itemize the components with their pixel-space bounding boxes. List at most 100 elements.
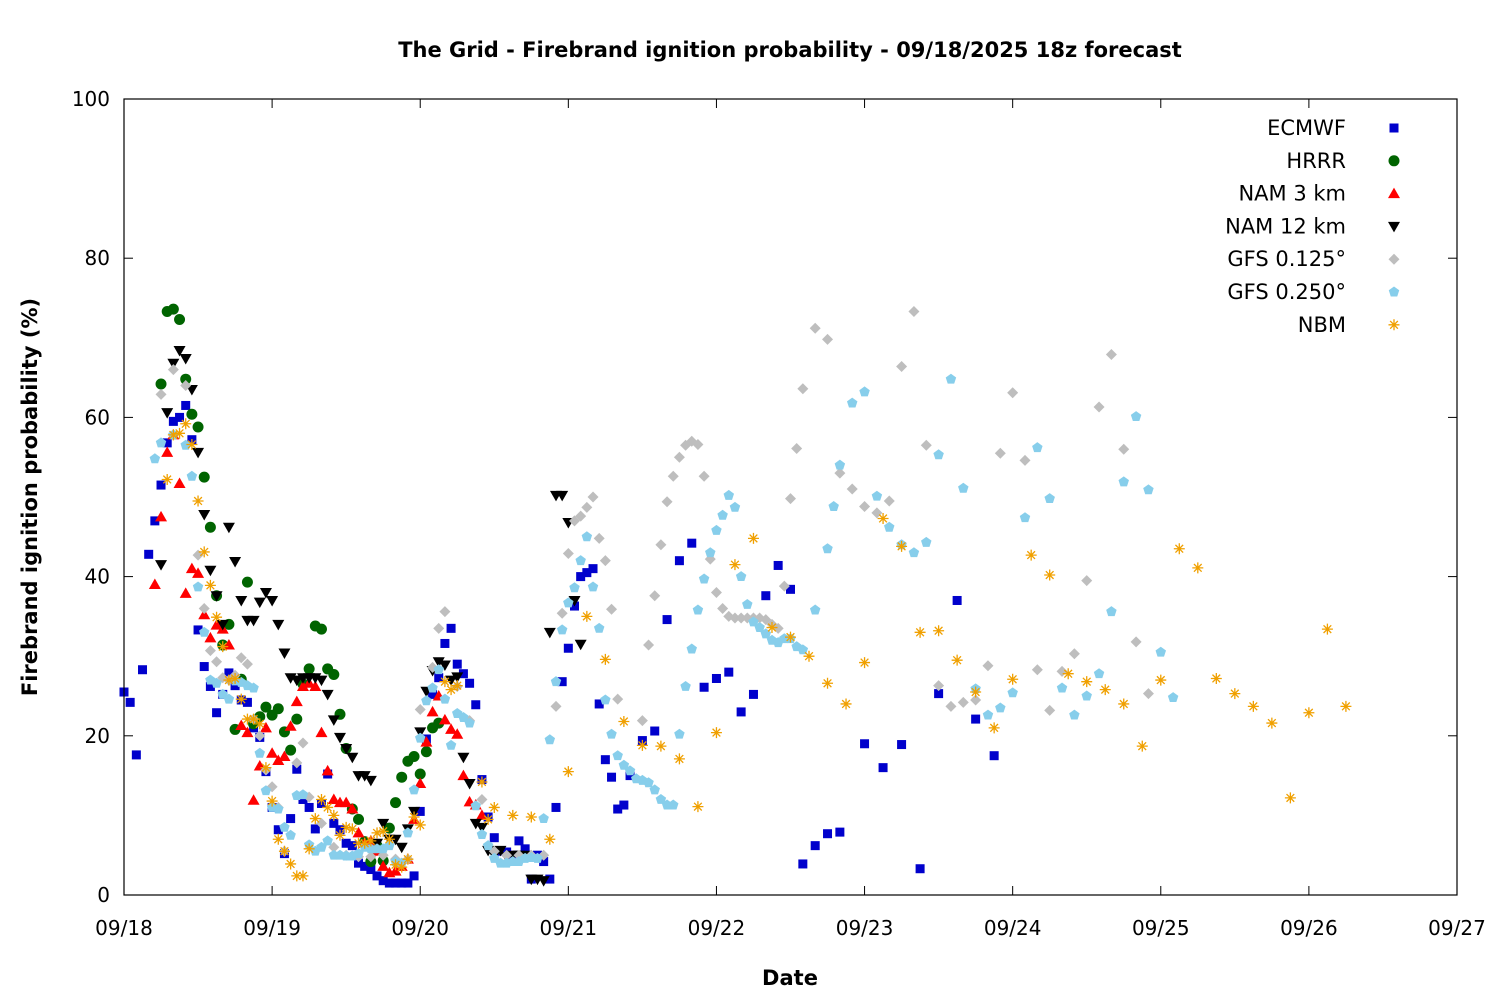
data-point (878, 763, 888, 773)
data-point (389, 834, 402, 846)
data-point (366, 865, 376, 875)
data-point (247, 794, 260, 805)
data-point (372, 871, 382, 881)
data-point (1210, 672, 1222, 684)
data-point (612, 750, 623, 761)
data-point (1118, 476, 1129, 487)
y-tick-label: 20 (85, 724, 110, 748)
data-point (260, 762, 272, 774)
data-point (822, 677, 834, 689)
data-point (599, 555, 611, 567)
data-point (427, 682, 438, 693)
data-point (359, 837, 371, 849)
data-point (149, 453, 161, 464)
data-point (185, 562, 198, 574)
data-point (710, 587, 722, 599)
data-point (309, 813, 321, 825)
data-point (210, 591, 223, 602)
data-point (260, 785, 272, 796)
data-point (445, 723, 458, 734)
data-point (365, 835, 377, 847)
data-point (742, 598, 753, 609)
data-point (1093, 401, 1105, 413)
data-point (199, 626, 210, 637)
data-point (347, 841, 357, 851)
data-point (408, 784, 420, 795)
data-point (408, 811, 420, 823)
data-point (934, 689, 944, 699)
data-point (457, 769, 470, 781)
data-point (414, 819, 426, 831)
data-point (167, 429, 179, 441)
data-point (933, 625, 945, 637)
plot-frame (123, 98, 1458, 896)
data-point (778, 580, 790, 592)
data-point (192, 447, 205, 459)
data-point (179, 353, 192, 365)
data-point (593, 532, 605, 544)
data-point (1062, 668, 1074, 680)
data-point (211, 611, 223, 623)
data-point (212, 708, 222, 718)
data-point (286, 814, 296, 824)
data-point (952, 595, 962, 605)
data-point (501, 849, 513, 861)
data-point (655, 793, 667, 804)
y-tick-label: 60 (85, 405, 110, 429)
data-point (618, 715, 630, 727)
data-point (1155, 646, 1167, 657)
data-point (327, 793, 340, 804)
data-point (550, 700, 562, 712)
x-tick-label: 09/19 (243, 916, 301, 940)
data-point (636, 739, 648, 751)
data-point (155, 510, 168, 522)
data-point (224, 668, 234, 678)
data-point (161, 446, 174, 457)
data-point (155, 378, 167, 390)
data-point (619, 800, 629, 810)
data-point (1031, 664, 1043, 676)
data-point (914, 626, 926, 638)
data-point (229, 556, 242, 568)
data-point (692, 604, 704, 615)
data-point (409, 871, 419, 881)
data-point (599, 653, 611, 665)
data-point (649, 590, 661, 602)
data-point (594, 699, 604, 709)
data-point (458, 711, 469, 722)
data-point (155, 437, 167, 448)
data-point (661, 496, 673, 508)
data-point (162, 438, 172, 448)
data-point (327, 715, 340, 726)
data-point (415, 806, 425, 816)
data-point (378, 876, 388, 886)
data-point (785, 493, 796, 505)
legend-marker (1388, 187, 1400, 199)
data-point (241, 658, 253, 670)
data-point (600, 694, 611, 705)
data-point (291, 870, 303, 882)
data-point (785, 631, 796, 643)
data-point (698, 470, 710, 482)
data-point (1247, 700, 1259, 712)
data-point (377, 860, 390, 871)
data-point (235, 719, 248, 730)
data-point (161, 408, 174, 419)
data-point (315, 793, 327, 805)
data-point (285, 829, 296, 840)
data-point (223, 693, 235, 704)
data-point (297, 870, 309, 882)
data-point (798, 859, 808, 869)
data-point (241, 576, 253, 588)
data-point (655, 740, 667, 752)
data-point (161, 473, 173, 485)
data-point (204, 631, 217, 643)
legend-marker (1388, 253, 1400, 265)
y-tick-label: 100 (72, 87, 110, 111)
data-point (761, 591, 771, 601)
data-point (198, 602, 210, 614)
data-point (358, 771, 371, 782)
legend-label: GFS 0.250° (1227, 280, 1346, 304)
data-point (353, 837, 365, 849)
data-point (556, 624, 568, 635)
